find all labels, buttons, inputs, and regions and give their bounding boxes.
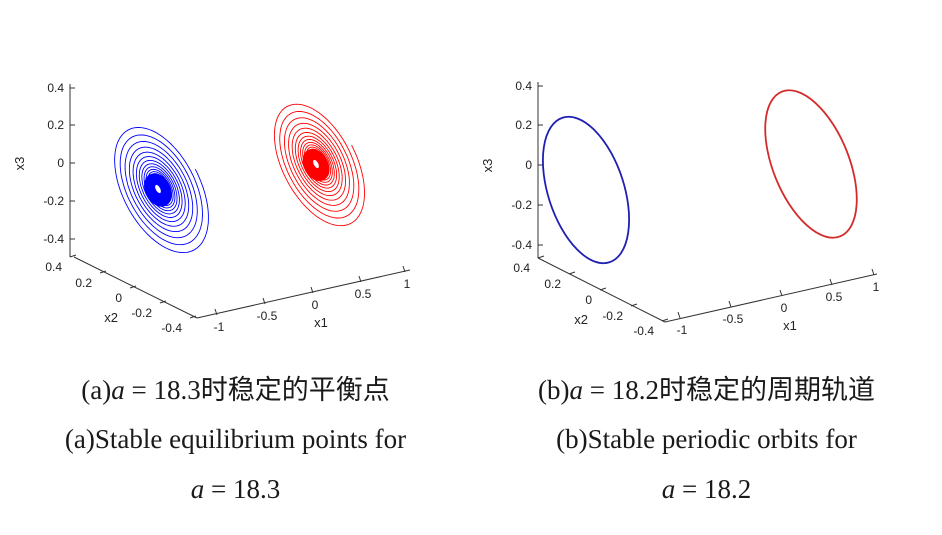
caption-a-eq: = 18.3 xyxy=(124,375,201,405)
caption-a-en-var: a xyxy=(190,474,205,504)
caption-b-cn: (b)a = 18.2时稳定的周期轨道 xyxy=(471,368,942,407)
caption-a-cn: (a)a = 18.3时稳定的平衡点 xyxy=(0,368,471,407)
x2-axis-label: x2 xyxy=(574,312,588,327)
x2-tick xyxy=(537,255,545,259)
x2-tick xyxy=(661,318,669,322)
x1-axis-label: x1 xyxy=(783,318,797,333)
x1-axis-line xyxy=(196,269,411,319)
caption-a-en-line1: (a)Stable equilibrium points for xyxy=(64,424,407,454)
caption-b-en-line2: a = 18.2 xyxy=(471,474,942,505)
x1-tick-label: -1 xyxy=(214,320,225,334)
x2-axis-line xyxy=(73,256,198,319)
equilibrium-point-1 xyxy=(155,184,161,194)
x2-tick-label: -0.4 xyxy=(633,324,654,338)
caption-b-en-var: a xyxy=(661,474,676,504)
caption-b-en-line1: (b)Stable periodic orbits for xyxy=(556,424,857,454)
caption-b-eq: = 18.2 xyxy=(583,375,659,405)
caption-a-text: 时稳定的平衡点 xyxy=(200,375,390,405)
x2-axis-label: x2 xyxy=(104,310,118,325)
caption-a-en-eq: = 18.3 xyxy=(204,474,281,504)
x2-tick-label: 0.2 xyxy=(544,277,561,291)
x2-tick-label: 0 xyxy=(115,291,122,305)
x2-tick xyxy=(189,315,197,319)
x1-tick-label: 1 xyxy=(873,280,880,294)
x2-tick xyxy=(630,303,638,307)
x3-tick-label: -0.4 xyxy=(43,232,64,246)
x2-tick xyxy=(69,254,77,258)
x1-tick-label: 0.5 xyxy=(355,287,372,301)
x1-tick xyxy=(779,289,783,297)
x1-tick xyxy=(871,268,875,276)
x1-tick-label: 0 xyxy=(781,301,788,315)
x1-tick-label: 0 xyxy=(312,298,319,312)
x2-tick xyxy=(129,285,137,289)
x2-tick-label: 0 xyxy=(585,293,592,307)
x1-tick-label: 0.5 xyxy=(826,290,843,304)
x1-axis-line xyxy=(664,273,878,323)
x2-tick xyxy=(99,270,107,274)
x3-axis-label: x3 xyxy=(480,159,495,173)
x3-tick-label: 0 xyxy=(525,158,532,172)
x1-tick-label: -0.5 xyxy=(257,309,278,323)
x1-tick xyxy=(677,311,681,319)
x1-tick xyxy=(728,300,732,308)
x2-tick xyxy=(599,287,607,291)
x1-tick xyxy=(262,297,266,305)
x3-tick-label: -0.4 xyxy=(511,238,532,252)
x1-tick-label: 1 xyxy=(404,277,411,291)
x1-tick xyxy=(214,308,218,316)
x3-tick-label: 0.2 xyxy=(515,118,532,132)
x2-tick xyxy=(159,300,167,304)
x1-tick xyxy=(402,265,406,273)
x3-tick-label: 0.2 xyxy=(47,118,64,132)
x2-tick-label: -0.4 xyxy=(161,321,182,335)
periodic-orbit-2 xyxy=(764,89,858,239)
x2-tick-label: -0.2 xyxy=(602,309,623,323)
x2-tick-label: 0.2 xyxy=(75,276,92,290)
chart-panel-a: 0.4 0.2 0 -0.2 -0.4 x3 0.4 0.2 0 -0.2 -0.4 x2 -1 -0.5… xyxy=(0,60,471,350)
caption-b-var: a xyxy=(569,375,584,405)
caption-a-prefix: (a) xyxy=(81,375,112,405)
x3-tick-label: -0.2 xyxy=(43,194,64,208)
equilibrium-point-2 xyxy=(313,159,319,169)
x3-tick-label: 0.4 xyxy=(515,79,532,93)
caption-b-prefix: (b) xyxy=(538,375,570,405)
x3-tick-label: 0.4 xyxy=(47,81,64,95)
x1-tick xyxy=(829,278,833,286)
x1-tick-label: -0.5 xyxy=(723,312,744,326)
x2-tick-label: -0.2 xyxy=(131,306,152,320)
x3-tick-label: -0.2 xyxy=(511,198,532,212)
x3-axis-label: x3 xyxy=(12,157,27,171)
caption-a-var: a xyxy=(111,375,125,405)
chart-a-svg: 0.4 0.2 0 -0.2 -0.4 x3 0.4 0.2 0 -0.2 -0.4 x2 -1 -0.5… xyxy=(12,81,411,335)
caption-a-en-line2: a = 18.3 xyxy=(0,474,471,505)
x1-tick xyxy=(310,286,314,294)
chart-panel-b: 0.4 0.2 0 -0.2 -0.4 x3 0.4 0.2 0 -0.2 -0.4 x2 -1 -0.5… xyxy=(471,60,942,350)
x1-tick xyxy=(358,275,362,283)
x1-axis-label: x1 xyxy=(314,315,328,330)
x1-tick-label: -1 xyxy=(677,323,688,337)
x2-tick xyxy=(568,271,576,275)
caption-b-en-eq: = 18.2 xyxy=(675,474,752,504)
x3-tick-label: 0 xyxy=(57,156,64,170)
x2-tick-label: 0.4 xyxy=(513,261,530,275)
caption-b-text: 时稳定的周期轨道 xyxy=(658,375,875,405)
chart-b-svg: 0.4 0.2 0 -0.2 -0.4 x3 0.4 0.2 0 -0.2 -0.4 x2 -1 -0.5… xyxy=(480,79,880,338)
periodic-orbit-1 xyxy=(541,115,631,265)
x2-tick-label: 0.4 xyxy=(45,260,62,274)
